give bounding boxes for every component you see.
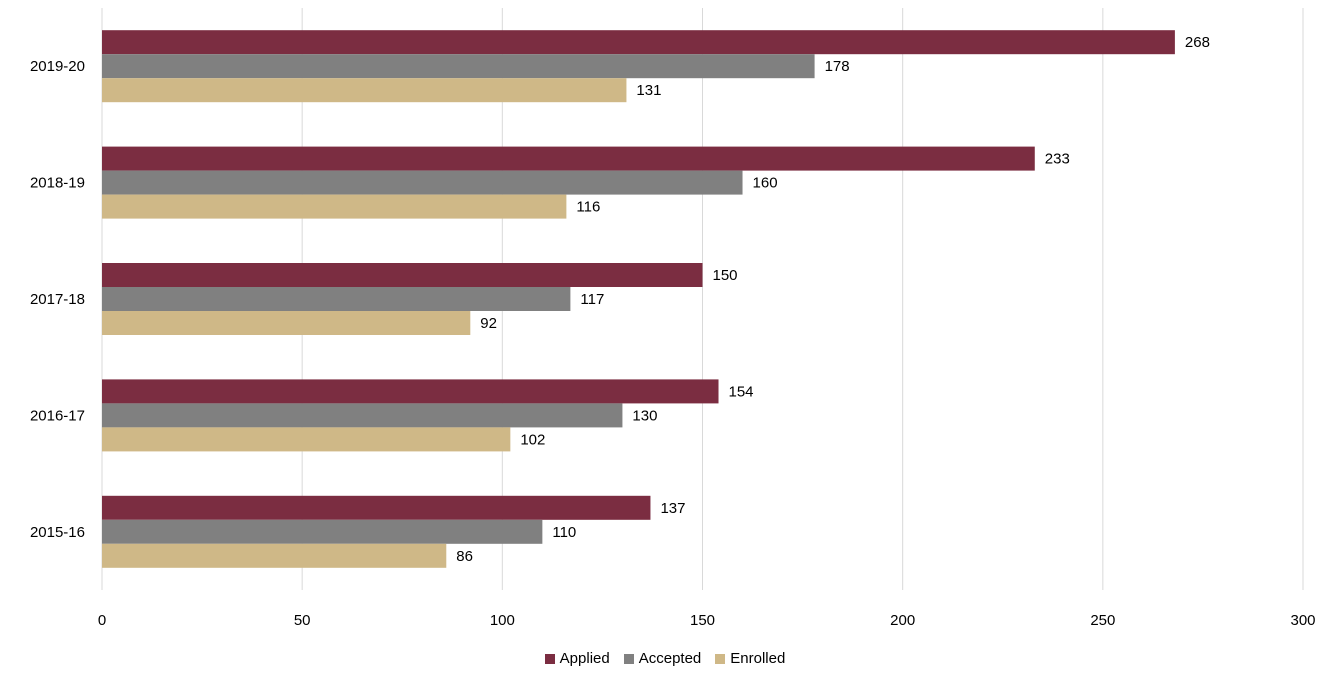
x-tick-label: 200 [890,612,915,629]
bar-accepted [102,287,571,311]
data-label: 131 [636,82,661,99]
data-label: 268 [1185,34,1210,51]
bar-enrolled [102,194,567,219]
legend-item-accepted: Accepted [623,650,702,667]
bar-accepted [102,403,623,428]
category-label: 2016-17 [30,407,85,424]
bar-chart: 268 178 131 233 160 116 150 117 92 154 130 102 137 11… [30,8,1316,629]
data-label: 110 [552,524,576,541]
category-label: 2019-20 [30,58,85,75]
x-tick-label: 150 [690,612,715,629]
data-label: 233 [1045,151,1070,168]
x-tick-label: 250 [1090,612,1115,629]
legend-swatch [715,653,726,664]
legend-swatch [623,653,634,664]
data-label: 116 [576,199,600,216]
data-label: 86 [456,548,473,565]
bar-applied [102,495,651,520]
bars [102,30,1175,568]
data-labels: 268 178 131 233 160 116 150 117 92 154 130 102 137 11… [456,34,1210,565]
legend-label: Applied [559,650,610,667]
x-tick-label: 50 [294,612,311,629]
bar-applied [102,263,703,287]
x-tick-label: 300 [1290,612,1315,629]
legend: Applied Accepted Enrolled [0,650,1330,667]
data-label: 178 [825,58,850,75]
bar-accepted [102,54,815,79]
bar-applied [102,146,1035,171]
data-label: 130 [632,407,657,424]
legend-item-applied: Applied [544,650,610,667]
category-label: 2017-18 [30,291,85,308]
data-label: 150 [713,267,738,284]
bar-applied [102,30,1175,55]
bar-applied [102,379,719,404]
category-label: 2015-16 [30,524,85,541]
bar-accepted [102,519,543,544]
data-label: 160 [753,175,778,192]
data-label: 154 [729,383,754,400]
bar-enrolled [102,311,471,335]
category-labels: 2019-20 2018-19 2017-18 2016-17 2015-16 [30,58,85,541]
data-label: 137 [660,500,685,517]
data-label: 117 [580,291,604,308]
legend-item-enrolled: Enrolled [715,650,785,667]
bar-enrolled [102,543,447,568]
x-tick-label: 100 [490,612,515,629]
x-tick-labels: 0 50 100 150 200 250 300 [98,612,1316,629]
legend-label: Accepted [638,650,702,667]
data-label: 92 [480,315,497,332]
bar-enrolled [102,78,627,103]
bar-enrolled [102,427,511,452]
data-label: 102 [520,431,545,448]
bar-accepted [102,170,743,195]
x-tick-label: 0 [98,612,106,629]
legend-swatch [544,653,555,664]
legend-label: Enrolled [730,650,786,667]
category-label: 2018-19 [30,175,85,192]
